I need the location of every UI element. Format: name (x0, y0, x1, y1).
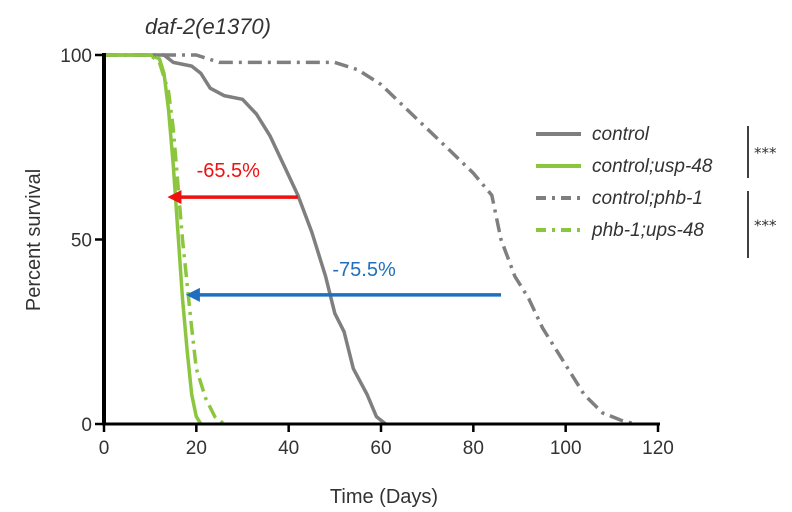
x-tick-label-0: 0 (99, 438, 110, 459)
y-tick-label-2: 100 (60, 46, 92, 67)
x-tick-label-5: 100 (550, 438, 582, 459)
x-tick-label-4: 80 (463, 438, 484, 459)
y-tick-label-1: 50 (71, 231, 92, 252)
x-tick-label-6: 120 (642, 438, 674, 459)
series-line-3 (104, 53, 226, 426)
annotation-layer: -65.5% -75.5% (167, 160, 502, 302)
series-layer (104, 53, 636, 426)
legend: control control;usp-48 control;phb-1 phb-1;… (536, 124, 777, 258)
legend-label-3: phb-1;ups-48 (591, 220, 704, 241)
series-line-1 (104, 53, 203, 425)
x-tick-label-2: 40 (278, 438, 299, 459)
legend-label-1: control;usp-48 (592, 156, 713, 177)
legend-label-2: control;phb-1 (592, 188, 703, 209)
annotation-label-0: -65.5% (197, 160, 261, 182)
chart-title: daf-2(e1370) (145, 14, 271, 39)
significance-label-0: *** (754, 144, 777, 162)
legend-label-0: control (592, 124, 650, 145)
y-tick-label-0: 0 (81, 415, 92, 436)
significance-label-1: *** (754, 217, 777, 235)
annotation-label-1: -75.5% (332, 259, 396, 281)
series-line-2 (104, 53, 636, 426)
axes-layer: 0 20 40 60 80 100 120 0 50 100 (60, 46, 674, 459)
x-tick-label-3: 60 (370, 438, 391, 459)
series-line-0 (104, 53, 387, 426)
x-axis-label: Time (Days) (330, 486, 438, 508)
y-axis-label: Percent survival (23, 169, 45, 311)
x-tick-label-1: 20 (186, 438, 207, 459)
